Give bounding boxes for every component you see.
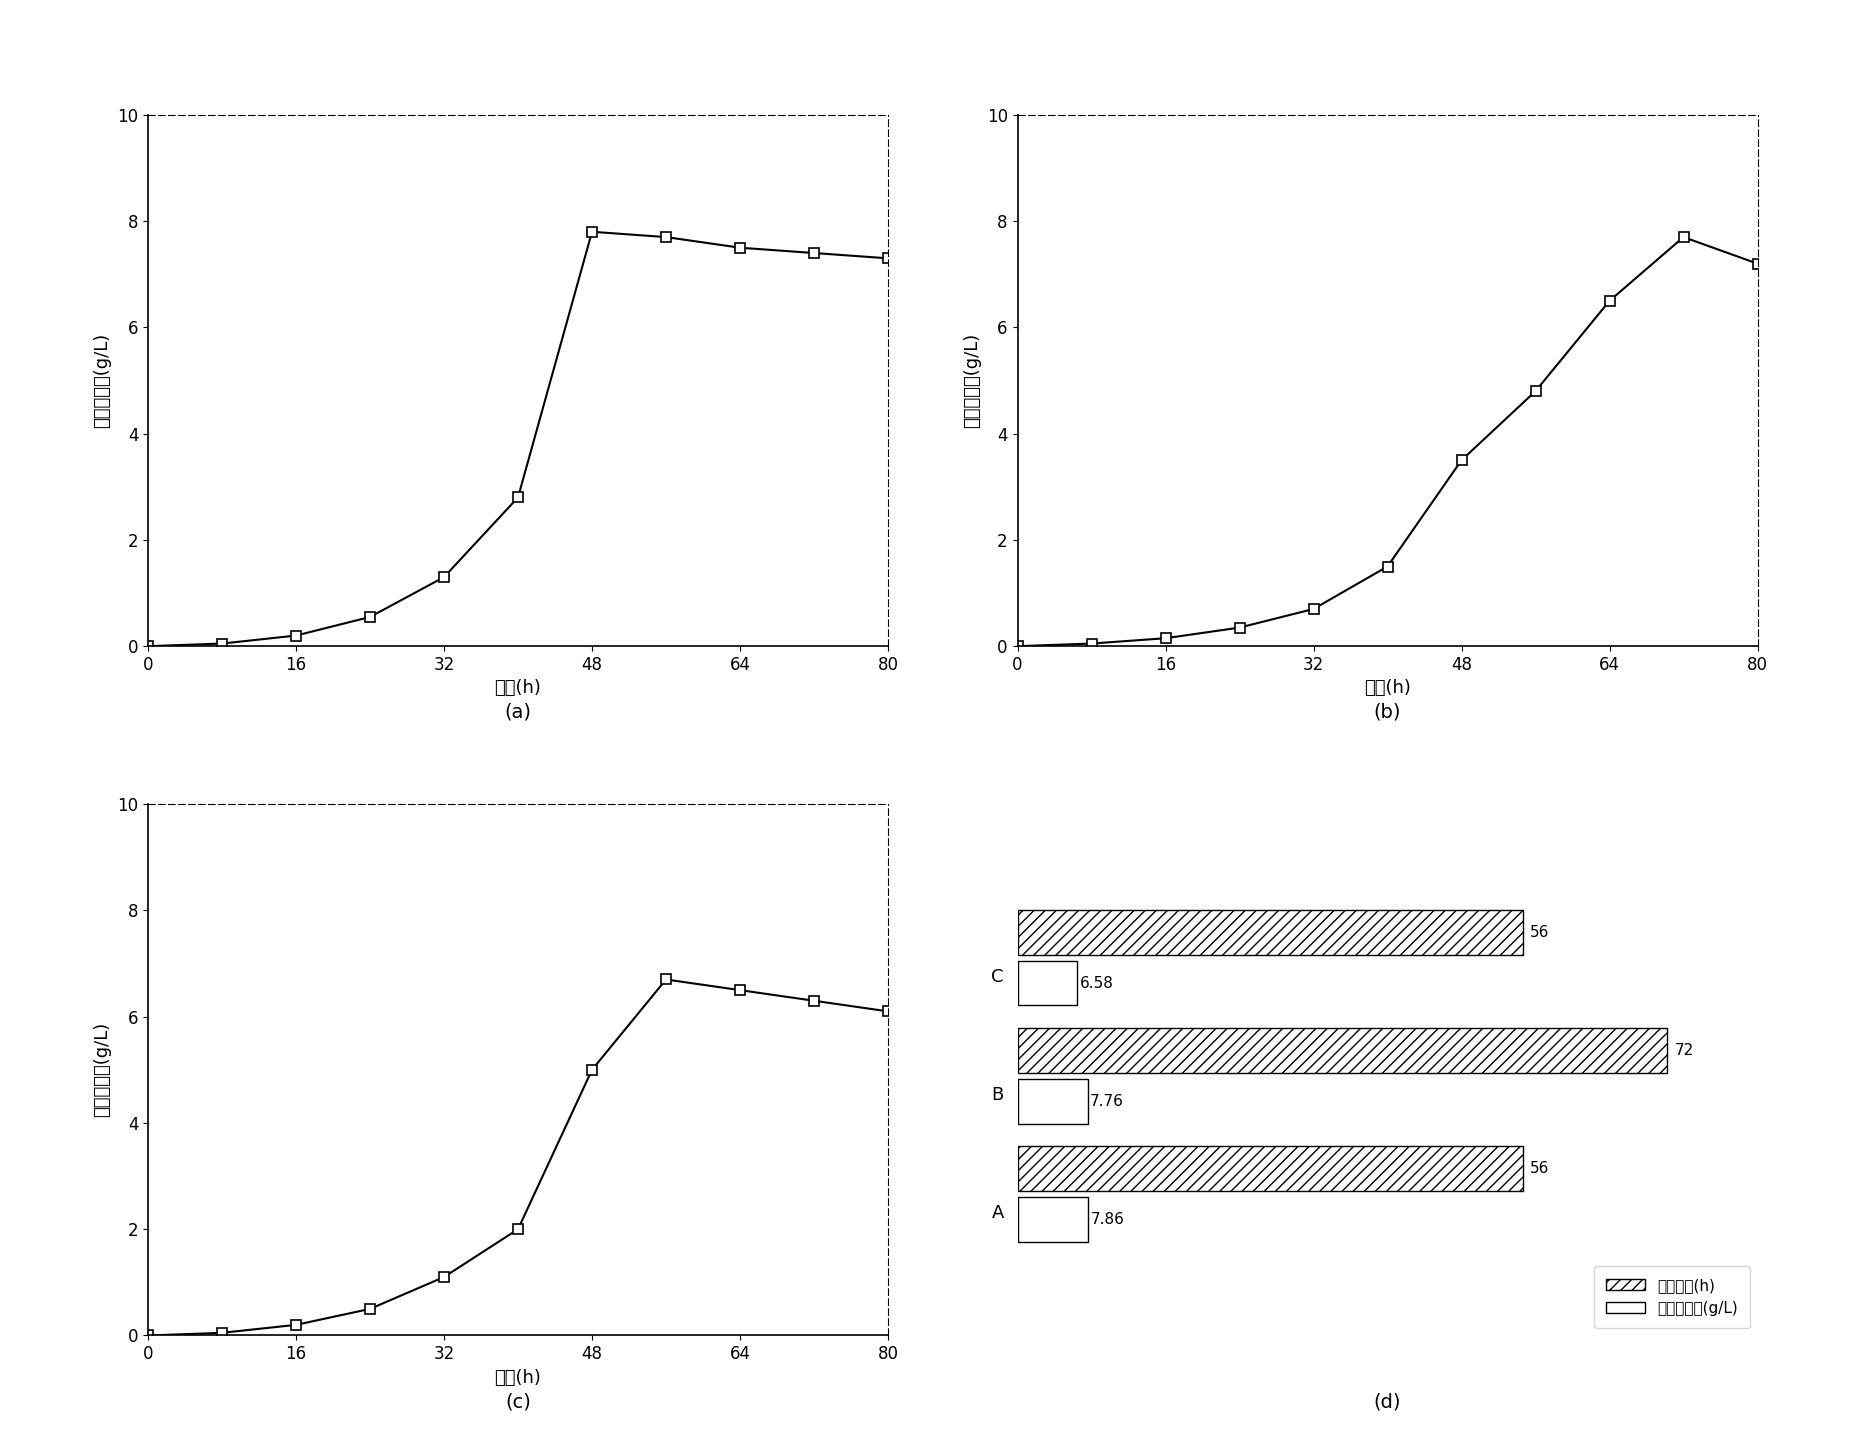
X-axis label: 时间(h): 时间(h)	[494, 679, 542, 698]
Bar	[1018, 1146, 1523, 1190]
Y-axis label: 絮凝剂产量(g/L): 絮凝剂产量(g/L)	[964, 333, 980, 428]
Text: A: A	[992, 1205, 1005, 1222]
Bar	[1018, 1196, 1088, 1242]
Text: C: C	[992, 968, 1005, 987]
Text: 6.58: 6.58	[1080, 975, 1114, 991]
Text: 56: 56	[1530, 925, 1550, 939]
Bar	[1018, 910, 1523, 955]
Text: 7.86: 7.86	[1092, 1212, 1125, 1226]
Y-axis label: 絮凝剂产量(g/L): 絮凝剂产量(g/L)	[94, 1022, 111, 1117]
Text: 7.76: 7.76	[1090, 1094, 1125, 1109]
Text: 72: 72	[1674, 1043, 1695, 1058]
Text: B: B	[992, 1086, 1005, 1104]
X-axis label: 时间(h): 时间(h)	[494, 1369, 542, 1387]
Legend: 生长周期(h), 絮凝剂产量(g/L): 生长周期(h), 絮凝剂产量(g/L)	[1595, 1265, 1750, 1328]
Bar	[1018, 1078, 1088, 1123]
Bar	[1018, 1028, 1667, 1073]
Y-axis label: 絮凝剂产量(g/L): 絮凝剂产量(g/L)	[94, 333, 111, 428]
Text: (c): (c)	[505, 1393, 531, 1412]
Text: (b): (b)	[1375, 704, 1400, 722]
X-axis label: 时间(h): 时间(h)	[1363, 679, 1412, 698]
Text: (a): (a)	[505, 704, 531, 722]
Bar	[1018, 961, 1077, 1005]
Text: (d): (d)	[1375, 1393, 1400, 1412]
Text: 56: 56	[1530, 1160, 1550, 1176]
